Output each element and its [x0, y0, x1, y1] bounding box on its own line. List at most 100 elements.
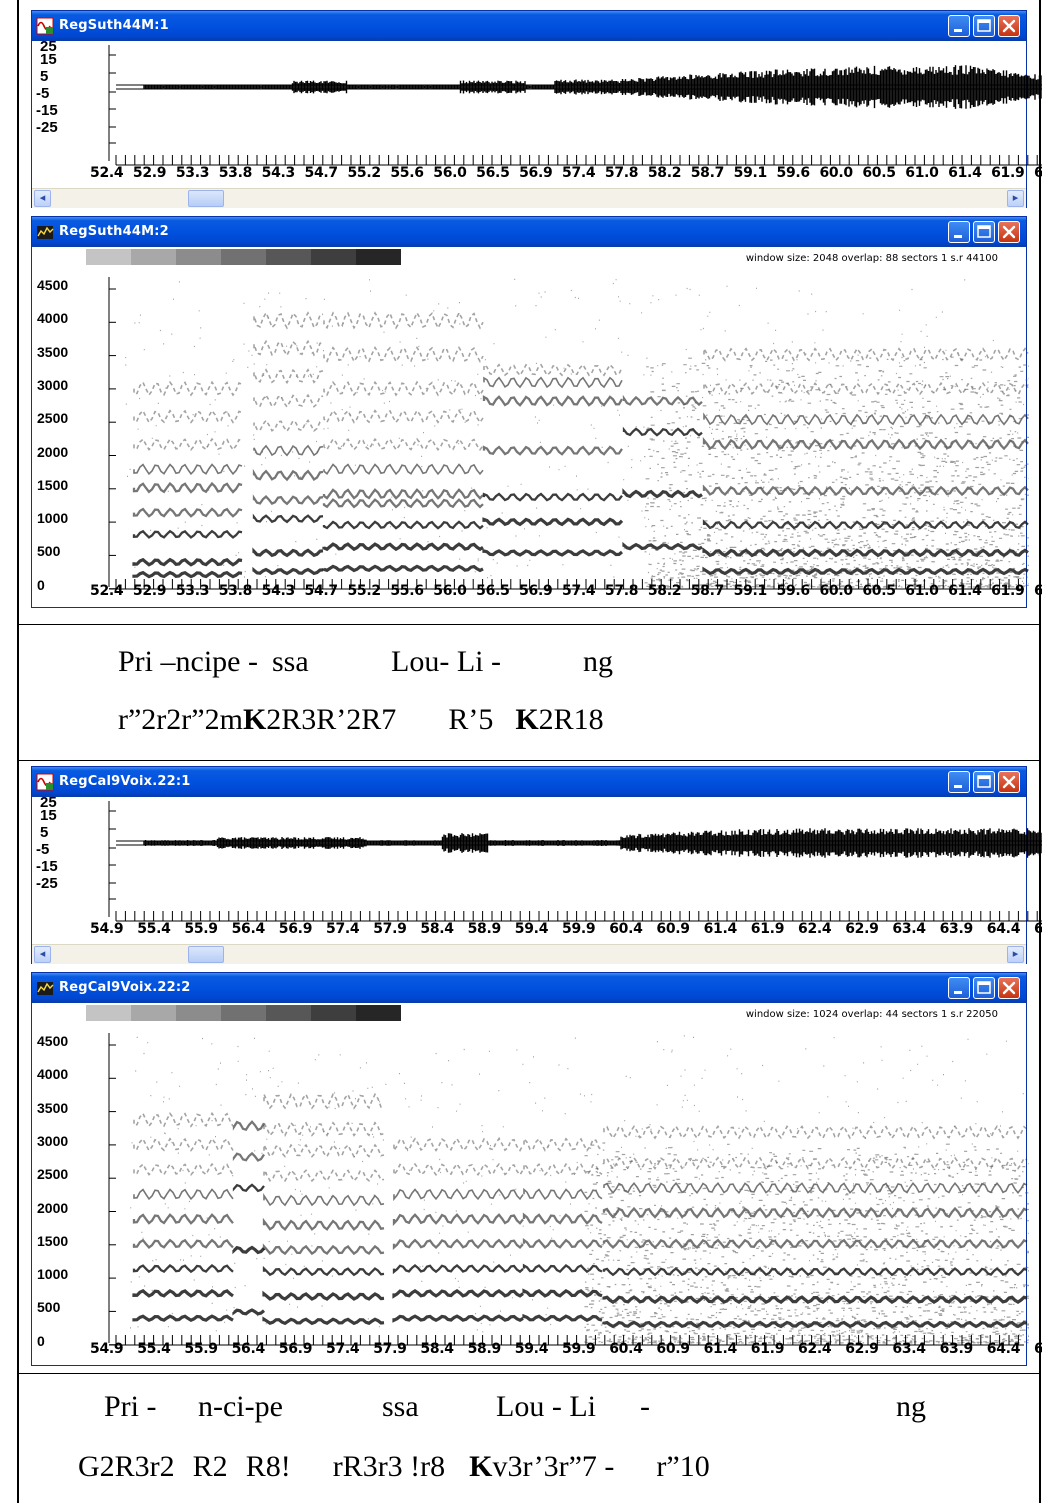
window-title: RegCal9Voix.22:1	[59, 774, 191, 789]
arrow-right-icon[interactable]: ▸	[1007, 946, 1024, 963]
frequency-axis-label: 4000	[37, 310, 69, 327]
waveform-plot	[108, 801, 1042, 922]
x-axis-label: 57.9	[373, 921, 407, 937]
maximize-icon[interactable]	[973, 977, 995, 999]
time-axis-label: 53.3	[175, 583, 210, 599]
window-titlebar[interactable]: RegCal9Voix.22:2	[32, 973, 1026, 1003]
close-icon[interactable]	[998, 221, 1020, 243]
spectrogram-window[interactable]: RegCal9Voix.22:2 window size: 1024 overla…	[31, 972, 1042, 1366]
x-axis-label: 56.0	[433, 165, 467, 181]
spectrogram-window[interactable]: RegSuth44M:2 window size: 2048 overlap: 8…	[31, 216, 1042, 608]
intensity-scale-swatch	[266, 249, 311, 265]
window-titlebar[interactable]: RegCal9Voix.22:1	[32, 767, 1026, 797]
lyric-syllable: ssa	[272, 645, 309, 678]
intensity-scale-swatch	[86, 249, 131, 265]
time-axis-label: 57.9	[373, 1341, 407, 1357]
minimize-icon[interactable]	[948, 221, 970, 243]
x-axis-label: 52.9	[132, 165, 167, 181]
intensity-scale-swatch	[86, 1005, 131, 1021]
horizontal-scrollbar[interactable]: ◂ ▸	[32, 188, 1026, 208]
x-axis-label: 57.4	[326, 921, 360, 937]
arrow-left-icon[interactable]: ◂	[34, 190, 51, 207]
frequency-axis-label: 4500	[37, 1033, 69, 1049]
frequency-axis-label: 2500	[37, 1166, 69, 1183]
x-axis-label: 55.4	[137, 921, 171, 937]
notation-segment: 2R18	[538, 703, 604, 736]
maximize-icon[interactable]	[973, 221, 995, 243]
y-axis-label: 5	[40, 68, 49, 85]
horizontal-scrollbar[interactable]: ◂ ▸	[32, 944, 1026, 964]
y-axis-label: -5	[36, 841, 50, 858]
close-icon[interactable]	[998, 15, 1020, 37]
notation-row: r”2r2r”2mK2R3R’2R7 R’5 K2R18	[118, 703, 604, 737]
time-axis-label: 61.4	[948, 583, 982, 599]
time-axis-label: 54.7	[304, 583, 339, 599]
x-axis-label: 58.2	[647, 165, 682, 181]
waveform-plot	[108, 45, 1042, 166]
x-axis-label: 56.9	[278, 921, 313, 937]
y-axis-label: -15	[36, 102, 58, 119]
time-axis-label: 52.4	[90, 583, 124, 599]
arrow-left-icon[interactable]: ◂	[34, 946, 51, 963]
x-axis-label: 54.9	[90, 921, 124, 937]
y-axis-label: 5	[40, 824, 49, 841]
minimize-icon[interactable]	[948, 771, 970, 793]
y-axis-label: 15	[40, 51, 57, 68]
minimize-icon[interactable]	[948, 977, 970, 999]
y-axis-label: 25	[40, 794, 57, 811]
close-icon[interactable]	[998, 771, 1020, 793]
intensity-scale-swatch	[131, 1005, 176, 1021]
time-axis-label: 56.9	[278, 1341, 313, 1357]
maximize-icon[interactable]	[973, 771, 995, 793]
close-icon[interactable]	[998, 977, 1020, 999]
time-axis-label: 62.4	[1034, 583, 1042, 599]
x-axis-label: 61.0	[905, 165, 939, 181]
time-axis-label: 61.4	[703, 1341, 738, 1357]
frequency-axis-label: 500	[37, 543, 61, 560]
table-row-divider	[17, 760, 1041, 761]
time-axis-label: 58.2	[647, 583, 682, 599]
waveform-window[interactable]: RegCal9Voix.22:1 25 15 5 -5 -15 -25 54.9 55.4 55.…	[31, 766, 1042, 964]
x-axis-label: 54.7	[304, 165, 339, 181]
window-titlebar[interactable]: RegSuth44M:1	[32, 11, 1026, 41]
x-axis-label: 64.4	[986, 921, 1021, 937]
y-axis-label: 15	[40, 807, 57, 824]
time-axis-label: 55.2	[347, 583, 381, 599]
window-title: RegSuth44M:2	[59, 224, 169, 239]
time-axis-label: 59.1	[733, 583, 768, 599]
minimize-icon[interactable]	[948, 15, 970, 37]
frequency-axis-label: 2000	[37, 443, 69, 460]
table-row-divider	[17, 624, 1041, 625]
frequency-axis-label: 3500	[37, 1099, 69, 1116]
table-right-border	[1039, 0, 1041, 1503]
notation-segment: r”10	[656, 1450, 710, 1483]
frequency-axis-label: 3500	[37, 343, 69, 360]
waveform-window[interactable]: RegSuth44M:1 25 15 5 -5 -15 -25 52.4 52.9 53.3 53.…	[31, 10, 1042, 208]
notation-segment: r”2r2r”2m	[118, 703, 243, 736]
x-axis-label: 62.9	[845, 921, 879, 937]
time-axis-label: 59.9	[562, 1341, 596, 1357]
intensity-scale-swatch	[356, 1005, 401, 1021]
notation-segment: v3r’3r”7 -	[492, 1450, 615, 1483]
maximize-icon[interactable]	[973, 15, 995, 37]
time-axis-label: 55.9	[184, 1341, 218, 1357]
y-axis-label: -25	[36, 875, 58, 892]
time-axis-label: 58.4	[420, 1341, 454, 1357]
frequency-axis-label: 3000	[37, 1132, 69, 1149]
scrollbar-thumb[interactable]	[188, 190, 224, 207]
frequency-axis-label: 500	[37, 1299, 61, 1316]
x-axis-label: 60.4	[609, 921, 643, 937]
notation-segment: G2R3r2	[78, 1450, 175, 1483]
lyric-syllable: Pri -	[104, 1390, 157, 1423]
arrow-right-icon[interactable]: ▸	[1007, 190, 1024, 207]
time-axis-label: 58.9	[467, 1341, 502, 1357]
time-axis-label: 64.4	[986, 1341, 1021, 1357]
spectrogram-app-icon	[36, 223, 54, 241]
x-axis-label: 60.0	[819, 165, 853, 181]
scrollbar-thumb[interactable]	[188, 946, 224, 963]
frequency-axis-label: 0	[37, 576, 45, 593]
window-titlebar[interactable]: RegSuth44M:2	[32, 217, 1026, 247]
x-axis-label: 53.3	[175, 165, 210, 181]
time-axis-label: 61.9	[991, 583, 1025, 599]
x-axis-label: 56.4	[231, 921, 266, 937]
